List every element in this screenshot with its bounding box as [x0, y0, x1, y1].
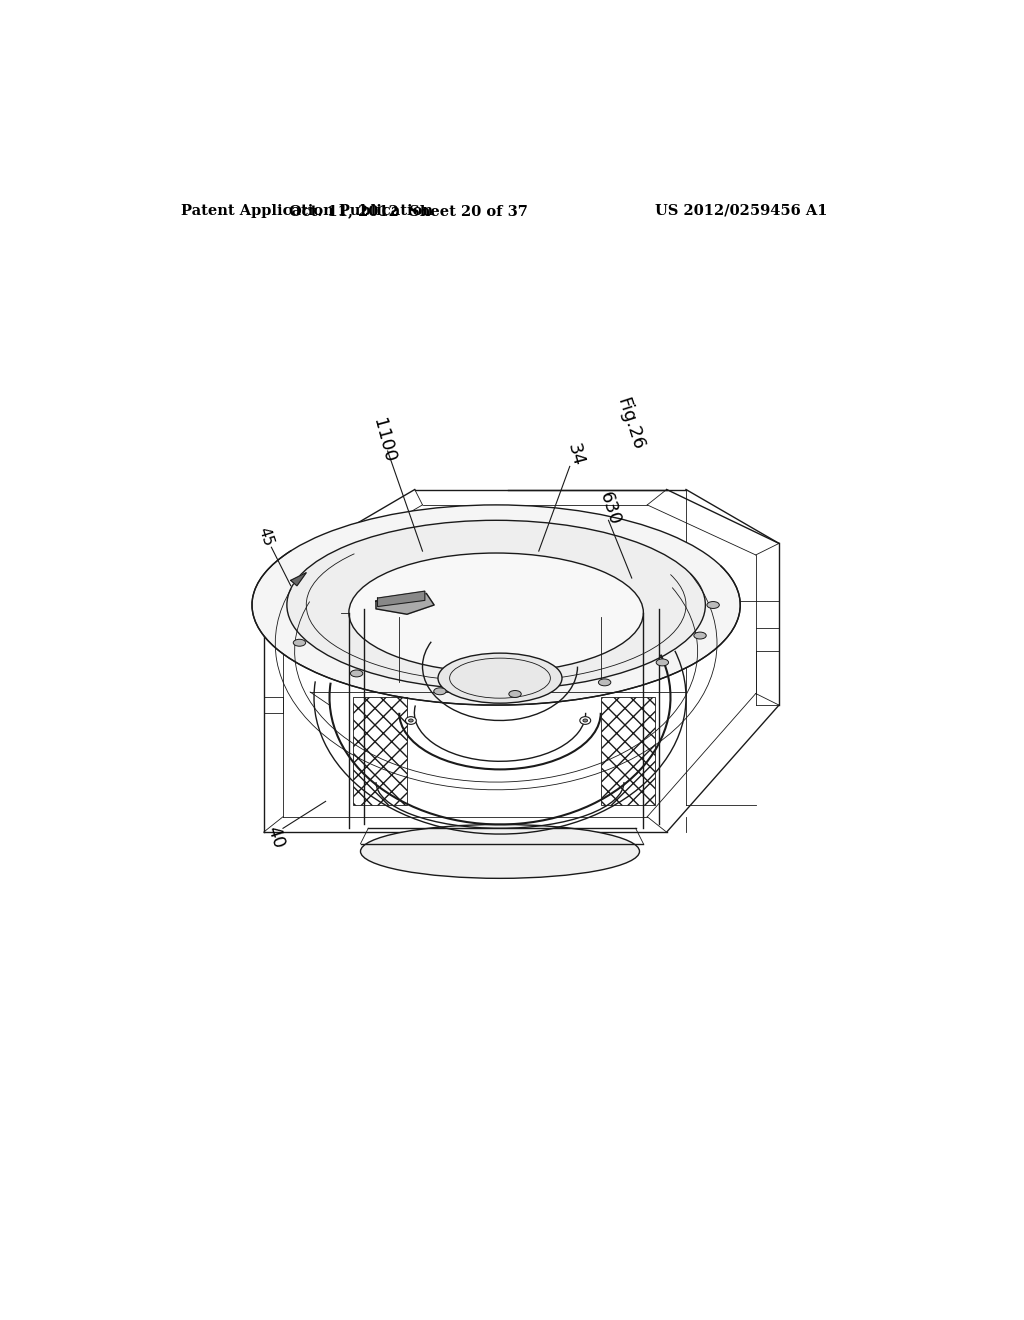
Ellipse shape — [509, 690, 521, 697]
Ellipse shape — [349, 553, 643, 672]
Ellipse shape — [252, 504, 740, 705]
Text: Oct. 11, 2012  Sheet 20 of 37: Oct. 11, 2012 Sheet 20 of 37 — [289, 203, 528, 218]
Ellipse shape — [694, 632, 707, 639]
Bar — [352, 697, 407, 805]
Polygon shape — [291, 573, 306, 586]
Ellipse shape — [360, 825, 640, 878]
Ellipse shape — [293, 639, 305, 647]
Ellipse shape — [656, 659, 669, 665]
Ellipse shape — [350, 671, 362, 677]
Ellipse shape — [583, 719, 588, 722]
Text: Fig.26: Fig.26 — [613, 396, 647, 453]
Text: 40: 40 — [263, 824, 288, 851]
Ellipse shape — [438, 653, 562, 704]
Ellipse shape — [598, 678, 611, 686]
Polygon shape — [378, 591, 425, 607]
Text: 45: 45 — [256, 525, 276, 549]
Text: 630: 630 — [596, 490, 624, 528]
Ellipse shape — [406, 717, 417, 725]
Text: 34: 34 — [564, 441, 588, 469]
Ellipse shape — [707, 602, 719, 609]
Ellipse shape — [287, 520, 706, 689]
Text: 1100: 1100 — [370, 416, 398, 465]
Bar — [601, 697, 655, 805]
Ellipse shape — [434, 688, 446, 694]
Polygon shape — [376, 594, 434, 614]
Text: Patent Application Publication: Patent Application Publication — [180, 203, 433, 218]
Ellipse shape — [580, 717, 591, 725]
Ellipse shape — [409, 719, 414, 722]
Text: US 2012/0259456 A1: US 2012/0259456 A1 — [655, 203, 827, 218]
